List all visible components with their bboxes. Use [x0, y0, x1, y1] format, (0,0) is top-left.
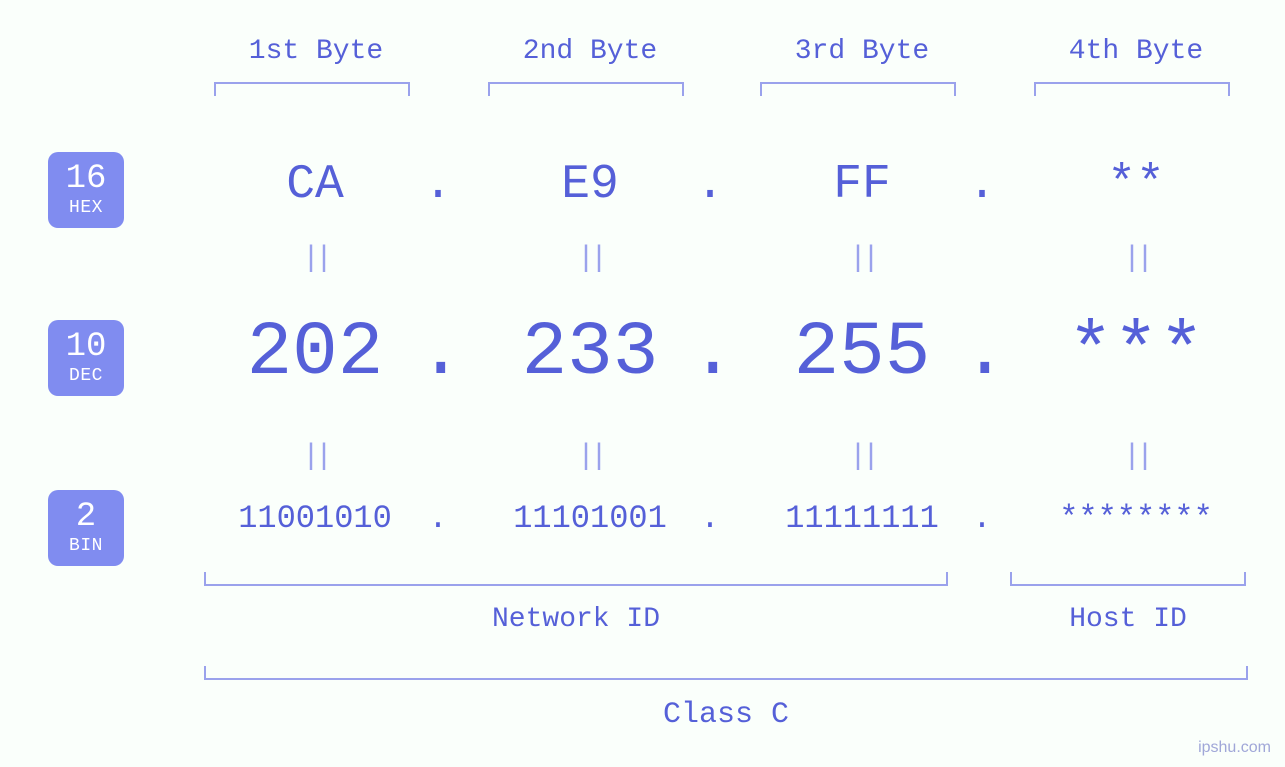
bin-dot-3: . [962, 500, 1002, 537]
dec-byte-1: 202 [205, 310, 425, 396]
dec-byte-3: 255 [752, 310, 972, 396]
bin-byte-2: 11101001 [465, 500, 715, 537]
bin-dot-1: . [418, 500, 458, 537]
badge-bin-lbl: BIN [69, 536, 103, 556]
dec-dot-3: . [962, 310, 1002, 396]
bin-byte-1: 11001010 [190, 500, 440, 537]
class-bracket [204, 666, 1248, 680]
dec-byte-4: *** [1026, 310, 1246, 396]
eq-1-3: || [752, 242, 972, 276]
eq-2-1: || [205, 440, 425, 474]
hex-byte-3: FF [752, 158, 972, 212]
bin-byte-4: ******** [1011, 500, 1261, 537]
class-label: Class C [204, 698, 1248, 732]
top-bracket-4 [1034, 82, 1230, 96]
eq-1-4: || [1026, 242, 1246, 276]
top-bracket-1 [214, 82, 410, 96]
host-id-label: Host ID [1010, 604, 1246, 635]
badge-hex: 16 HEX [48, 152, 124, 228]
host-bracket [1010, 572, 1246, 586]
hex-dot-2: . [690, 158, 730, 212]
bin-byte-3: 11111111 [737, 500, 987, 537]
eq-2-4: || [1026, 440, 1246, 474]
hex-byte-1: CA [205, 158, 425, 212]
dec-byte-2: 233 [480, 310, 700, 396]
hex-byte-4: ** [1026, 158, 1246, 212]
badge-hex-lbl: HEX [69, 198, 103, 218]
badge-dec-lbl: DEC [69, 366, 103, 386]
hex-dot-3: . [962, 158, 1002, 212]
eq-1-1: || [205, 242, 425, 276]
dec-dot-2: . [690, 310, 730, 396]
diagram-root: 1st Byte 2nd Byte 3rd Byte 4th Byte 16 H… [0, 0, 1285, 767]
badge-bin-num: 2 [76, 500, 96, 534]
bin-dot-2: . [690, 500, 730, 537]
network-bracket [204, 572, 948, 586]
dec-dot-1: . [418, 310, 458, 396]
watermark: ipshu.com [1198, 739, 1271, 757]
hex-dot-1: . [418, 158, 458, 212]
byte-header-4: 4th Byte [1046, 36, 1226, 67]
eq-1-2: || [480, 242, 700, 276]
badge-dec-num: 10 [66, 330, 107, 364]
eq-2-3: || [752, 440, 972, 474]
byte-header-3: 3rd Byte [772, 36, 952, 67]
top-bracket-2 [488, 82, 684, 96]
badge-dec: 10 DEC [48, 320, 124, 396]
badge-hex-num: 16 [66, 162, 107, 196]
network-id-label: Network ID [204, 604, 948, 635]
byte-header-2: 2nd Byte [500, 36, 680, 67]
eq-2-2: || [480, 440, 700, 474]
badge-bin: 2 BIN [48, 490, 124, 566]
byte-header-1: 1st Byte [226, 36, 406, 67]
top-bracket-3 [760, 82, 956, 96]
hex-byte-2: E9 [480, 158, 700, 212]
